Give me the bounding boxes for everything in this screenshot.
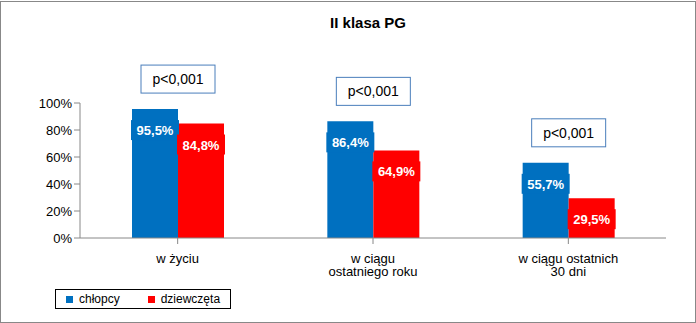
svg-text:100%: 100% bbox=[39, 96, 73, 111]
svg-text:80%: 80% bbox=[46, 123, 72, 138]
html-text:II klasa PG: II klasa PG bbox=[330, 14, 406, 31]
svg-text:55,7%: 55,7% bbox=[527, 177, 564, 192]
svg-text:w życiu: w życiu bbox=[155, 251, 199, 266]
svg-text:w ciąguostatniego roku: w ciąguostatniego roku bbox=[329, 251, 418, 279]
svg-text:p<0,001: p<0,001 bbox=[543, 125, 594, 141]
svg-text:29,5%: 29,5% bbox=[573, 212, 610, 227]
svg-text:20%: 20% bbox=[46, 204, 72, 219]
svg-text:86,4%: 86,4% bbox=[332, 135, 369, 150]
svg-text:0%: 0% bbox=[53, 231, 72, 246]
svg-text:40%: 40% bbox=[46, 177, 72, 192]
html-text:chłopcy: chłopcy bbox=[79, 292, 120, 306]
html-text:dziewczęta: dziewczęta bbox=[160, 292, 221, 306]
svg-text:p<0,001: p<0,001 bbox=[153, 71, 204, 87]
svg-text:84,8%: 84,8% bbox=[183, 138, 220, 153]
svg-text:p<0,001: p<0,001 bbox=[348, 83, 399, 99]
svg-text:64,9%: 64,9% bbox=[378, 164, 415, 179]
svg-text:60%: 60% bbox=[46, 150, 72, 165]
svg-text:w ciągu ostatnich30 dni: w ciągu ostatnich30 dni bbox=[517, 251, 618, 279]
svg-text:95,5%: 95,5% bbox=[137, 123, 174, 138]
